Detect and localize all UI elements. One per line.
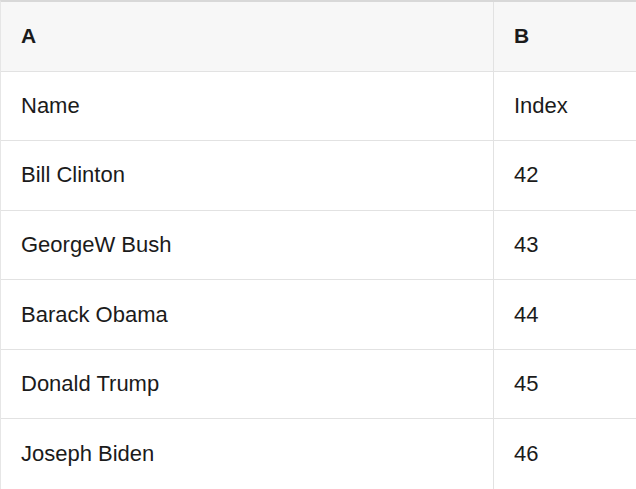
table-row: Name Index [1, 72, 636, 142]
cell-a1[interactable]: Name [1, 72, 494, 141]
cell-a5[interactable]: Donald Trump [1, 350, 494, 419]
cell-b3-text: 43 [514, 232, 538, 258]
spreadsheet-table: A B Name Index Bill Clinton 42 GeorgeW B… [0, 0, 636, 489]
cell-b4-text: 44 [514, 302, 538, 328]
table-row: GeorgeW Bush 43 [1, 211, 636, 281]
cell-b3[interactable]: 43 [494, 211, 636, 280]
cell-a1-text: Name [21, 93, 80, 119]
column-header-b[interactable]: B [494, 2, 636, 71]
table-row: Bill Clinton 42 [1, 141, 636, 211]
cell-a2[interactable]: Bill Clinton [1, 141, 494, 210]
column-header-a[interactable]: A [1, 2, 494, 71]
cell-b2-text: 42 [514, 162, 538, 188]
cell-b5[interactable]: 45 [494, 350, 636, 419]
cell-a5-text: Donald Trump [21, 371, 159, 397]
column-header-row: A B [1, 2, 636, 72]
table-row: Barack Obama 44 [1, 280, 636, 350]
cell-a2-text: Bill Clinton [21, 162, 125, 188]
cell-b1[interactable]: Index [494, 72, 636, 141]
cell-b6-text: 46 [514, 441, 538, 467]
cell-a4-text: Barack Obama [21, 302, 168, 328]
cell-b2[interactable]: 42 [494, 141, 636, 210]
cell-b6[interactable]: 46 [494, 419, 636, 489]
cell-a4[interactable]: Barack Obama [1, 280, 494, 349]
table-row: Joseph Biden 46 [1, 419, 636, 489]
cell-a3-text: GeorgeW Bush [21, 232, 171, 258]
table-row: Donald Trump 45 [1, 350, 636, 420]
column-header-b-label: B [514, 24, 529, 48]
cell-a6[interactable]: Joseph Biden [1, 419, 494, 489]
cell-b4[interactable]: 44 [494, 280, 636, 349]
cell-a6-text: Joseph Biden [21, 441, 154, 467]
cell-b5-text: 45 [514, 371, 538, 397]
cell-a3[interactable]: GeorgeW Bush [1, 211, 494, 280]
column-header-a-label: A [21, 24, 36, 48]
cell-b1-text: Index [514, 93, 568, 119]
